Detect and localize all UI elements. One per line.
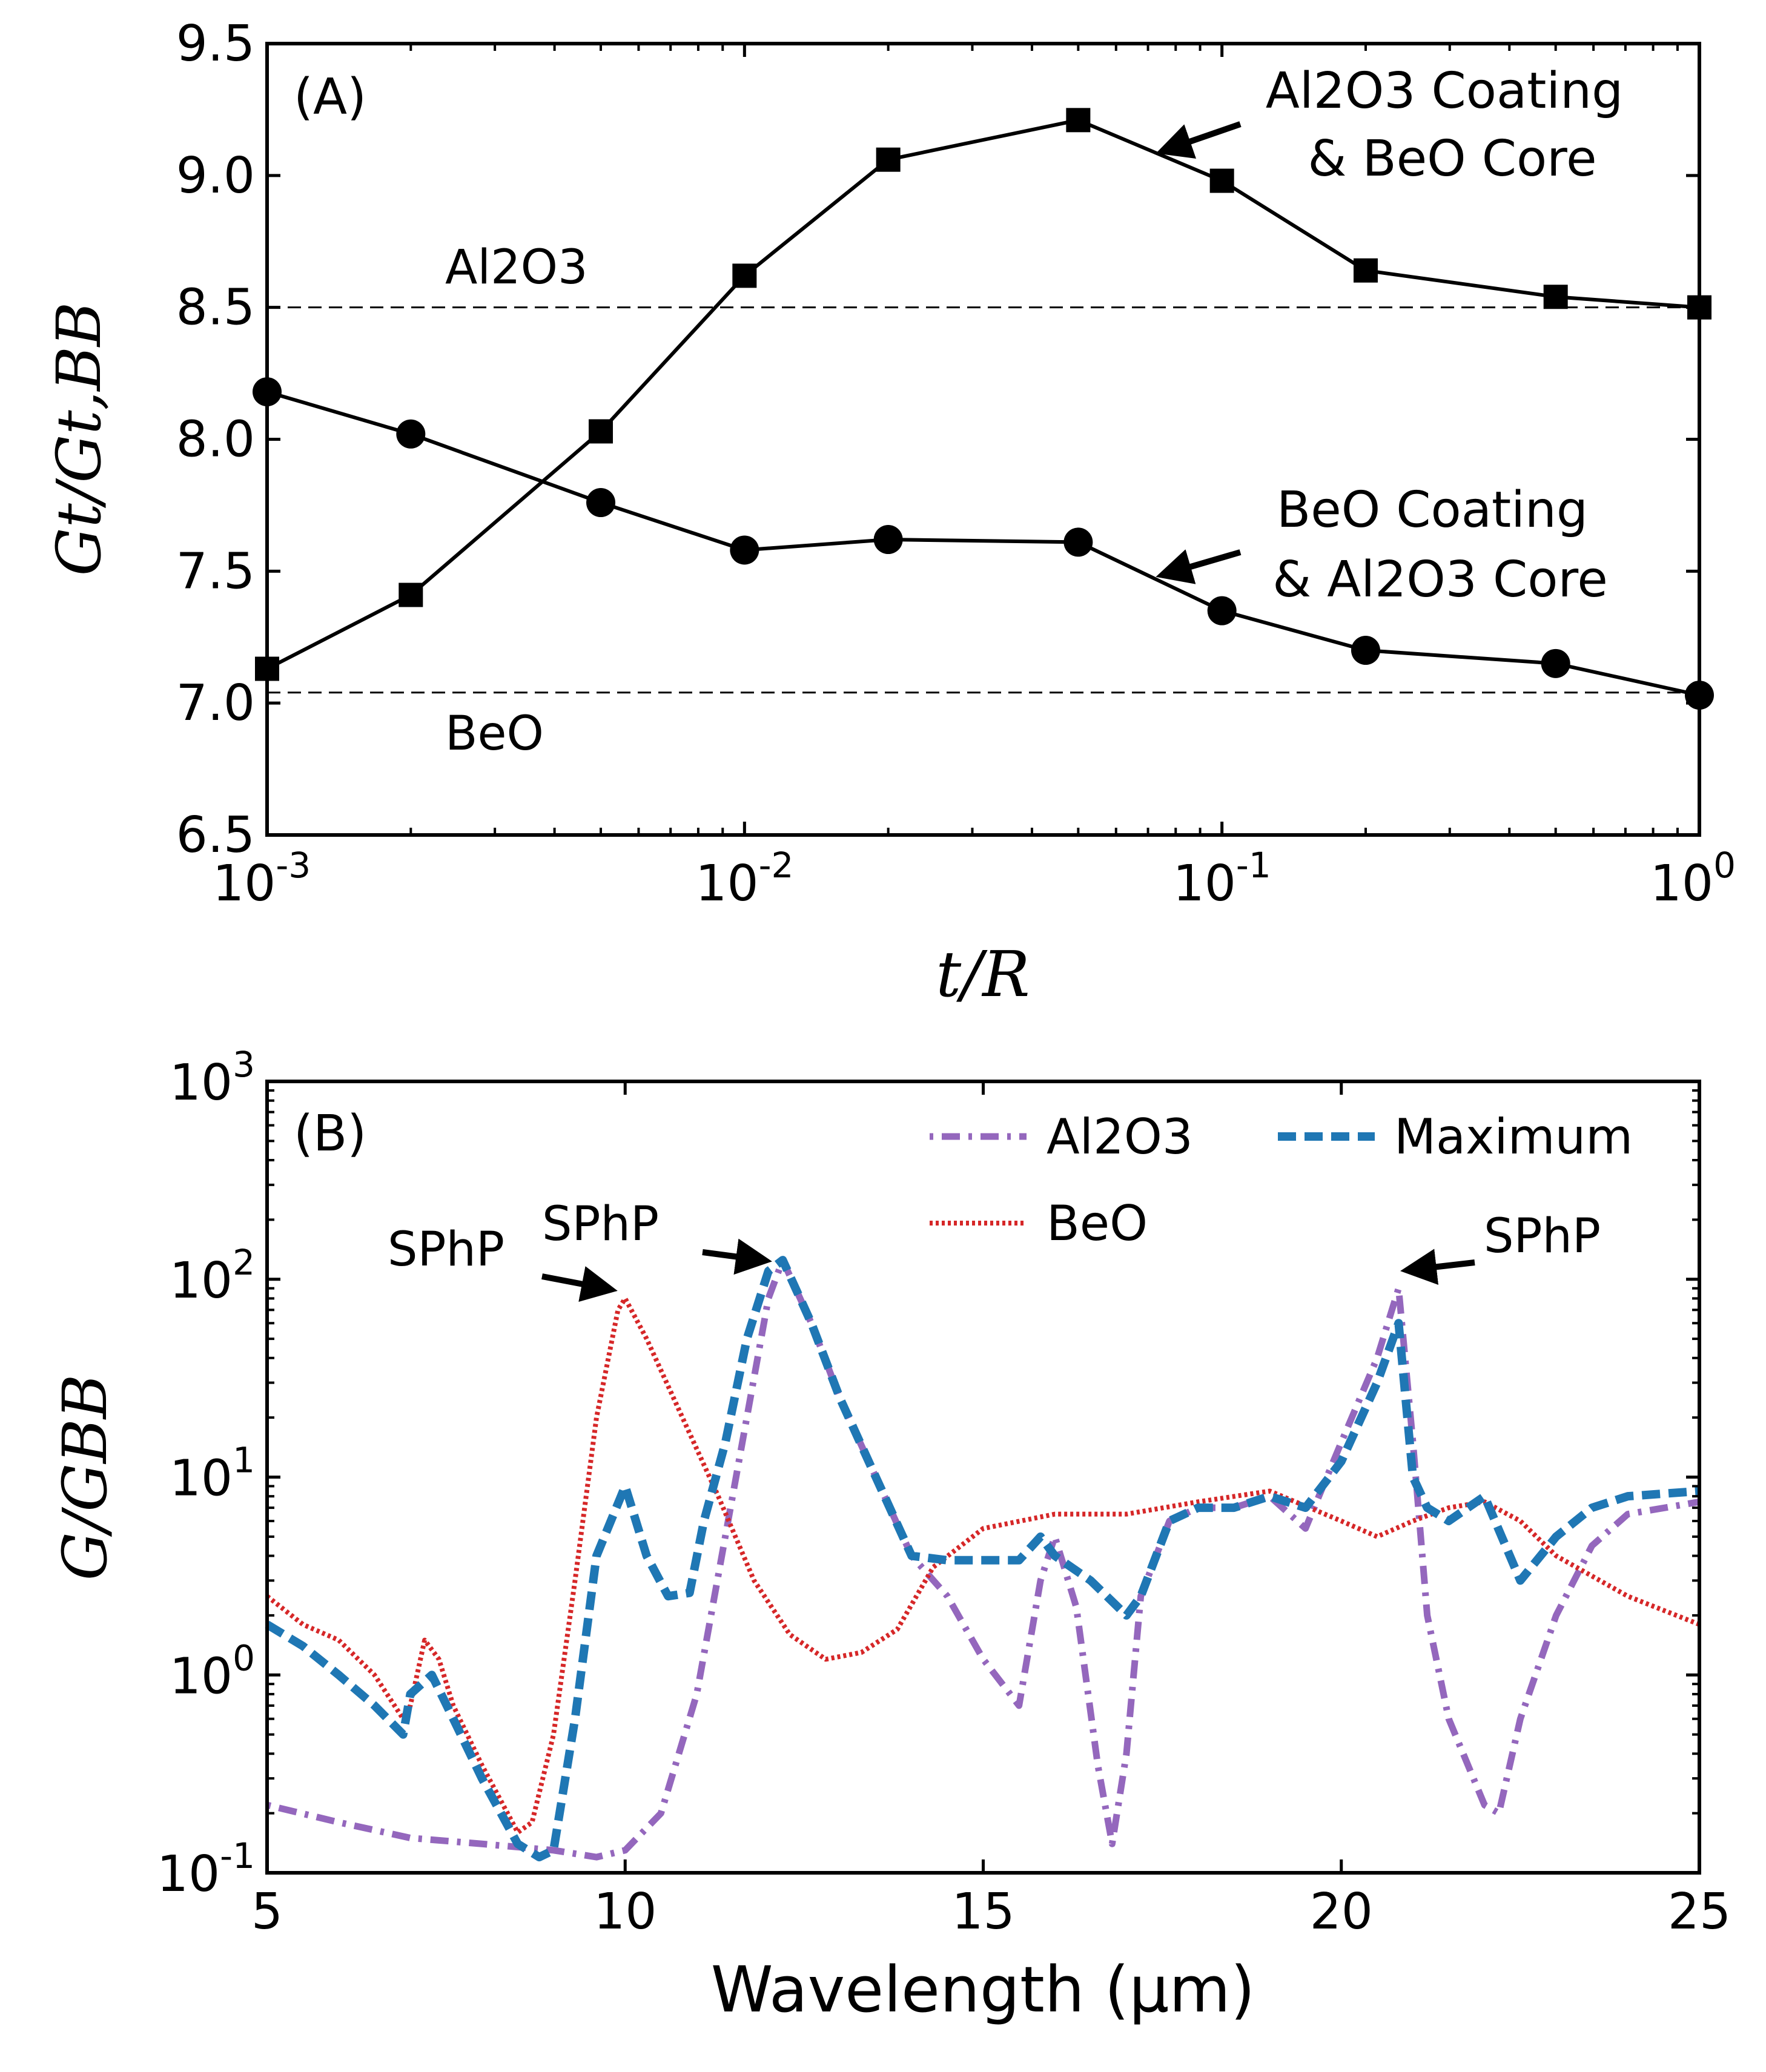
data-point [876,147,901,172]
panel-b-series [265,1256,1701,1862]
x-tick-label: 10-3 [213,845,311,912]
y-tick-label: 8.5 [176,279,255,337]
data-point [1207,596,1237,625]
panel-a-series [253,108,1714,710]
annotation-sphp-1: SPhP [388,1222,504,1277]
arrow-sphp-2 [702,1238,772,1275]
arrow-al2o3-coating [1156,121,1242,159]
legend-label-maximum: Maximum [1394,1109,1633,1165]
data-point [586,488,616,518]
series-line-1 [266,390,1700,698]
arrow-sphp-3 [1400,1249,1475,1285]
y-tick-label: 102 [170,1242,255,1310]
x-tick-label: 20 [1310,1883,1373,1941]
x-tick-label: 10-2 [695,845,793,912]
x-tick-label: 25 [1668,1883,1731,1941]
legend: Al2O3 BeO Maximum [930,1109,1633,1252]
reference-lines [267,306,1699,694]
data-point [396,419,426,449]
series-label-beo-coating: BeO Coating & Al2O3 Core [1272,481,1608,609]
x-tick-label: 5 [251,1883,283,1941]
y-tick-label: 103 [170,1044,255,1112]
annotation-sphp-3: SPhP [1484,1209,1601,1264]
legend-label-al2o3: Al2O3 [1047,1109,1193,1165]
data-point [589,419,613,444]
y-tick-label: 10-1 [157,1835,255,1903]
y-tick-label: 7.5 [176,543,255,600]
y-tick-label: 9.0 [176,147,255,205]
data-point [1066,108,1091,133]
panel-a: 6.5 7.0 7.5 8.0 8.5 9.0 9.5 10-3 10-2 10-1 100 (A)… [44,15,1736,1011]
data-point [1353,258,1378,283]
data-point [1063,527,1093,557]
panel-a-ticks: 6.5 7.0 7.5 8.0 8.5 9.0 9.5 10-3 10-2 10-1 100 [176,15,1736,912]
data-point [1209,168,1234,193]
panel-a-x-label: t/R [936,937,1030,1011]
data-point [873,525,903,555]
panel-b-x-label: Wavelength (μm) [711,1953,1255,2027]
data-point [730,535,759,565]
data-point [1543,285,1568,309]
data-point [399,582,423,607]
data-point [732,263,757,288]
x-tick-label: 10 [594,1883,656,1941]
ref-label-al2o3: Al2O3 [445,240,588,295]
panel-b-frame [265,1080,1701,1875]
legend-label-beo: BeO [1047,1195,1148,1252]
series-line-BeO [265,1296,1701,1835]
data-point [1541,648,1570,678]
panel-a-label: (A) [294,68,366,126]
x-tick-label: 15 [951,1883,1014,1941]
ref-label-beo: BeO [445,707,544,761]
panel-b-ticks: 5 10 15 20 25 10-1 100 101 102 103 [157,1044,1731,1941]
x-tick-label: 100 [1650,845,1736,912]
panel-a-y-label: Gt/Gt,BB [44,302,114,576]
arrow-beo-coating [1156,549,1242,584]
y-tick-label: 9.5 [176,15,255,73]
y-tick-label: 8.0 [176,411,255,469]
data-point [1351,636,1380,665]
y-tick-label: 7.0 [176,675,255,732]
x-tick-label: 10-1 [1173,845,1271,912]
series-line-Maximum [265,1256,1700,1862]
annotation-sphp-2: SPhP [542,1197,659,1252]
arrow-sphp-1 [541,1266,618,1302]
y-tick-label: 100 [170,1637,255,1705]
series-label-al2o3-coating: Al2O3 Coating & BeO Core [1266,62,1639,188]
y-tick-label: 6.5 [176,807,255,864]
panel-b-label: (B) [294,1105,366,1163]
y-tick-label: 101 [170,1440,255,1508]
panel-b-y-label: G/GBB [50,1374,121,1580]
series-line-0 [266,118,1700,671]
